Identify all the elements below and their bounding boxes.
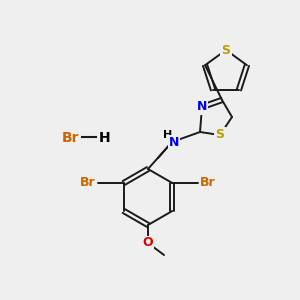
Text: Br: Br xyxy=(62,131,80,145)
Text: Br: Br xyxy=(200,176,216,190)
Text: S: S xyxy=(221,44,230,56)
Text: O: O xyxy=(143,236,153,250)
Text: Br: Br xyxy=(80,176,96,190)
Text: S: S xyxy=(215,128,224,142)
Text: H: H xyxy=(99,131,111,145)
Text: N: N xyxy=(197,100,207,113)
Text: N: N xyxy=(169,136,179,148)
Text: H: H xyxy=(164,130,172,140)
